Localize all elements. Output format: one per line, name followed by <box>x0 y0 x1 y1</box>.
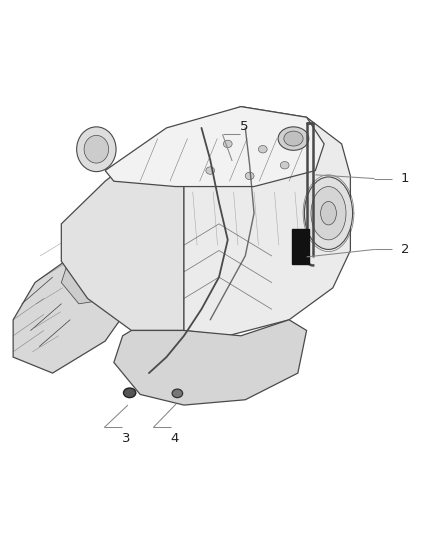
Ellipse shape <box>77 127 116 172</box>
Ellipse shape <box>304 177 353 249</box>
Text: 3: 3 <box>122 432 130 445</box>
Ellipse shape <box>311 187 346 240</box>
Polygon shape <box>105 107 324 187</box>
Polygon shape <box>13 229 140 373</box>
Ellipse shape <box>124 388 136 398</box>
Polygon shape <box>114 320 307 405</box>
Ellipse shape <box>172 389 183 398</box>
Ellipse shape <box>223 140 232 148</box>
Ellipse shape <box>206 167 215 174</box>
Ellipse shape <box>245 172 254 180</box>
Ellipse shape <box>84 135 109 163</box>
Text: 4: 4 <box>171 432 179 445</box>
Bar <box>292 229 309 264</box>
Ellipse shape <box>280 161 289 169</box>
Ellipse shape <box>258 146 267 153</box>
Ellipse shape <box>321 201 336 225</box>
Polygon shape <box>61 128 184 330</box>
Ellipse shape <box>278 127 309 150</box>
Text: 5: 5 <box>240 120 248 133</box>
Polygon shape <box>184 107 350 336</box>
Ellipse shape <box>284 131 303 146</box>
Polygon shape <box>61 229 140 304</box>
Text: 1: 1 <box>401 172 409 185</box>
Text: 2: 2 <box>401 243 409 256</box>
